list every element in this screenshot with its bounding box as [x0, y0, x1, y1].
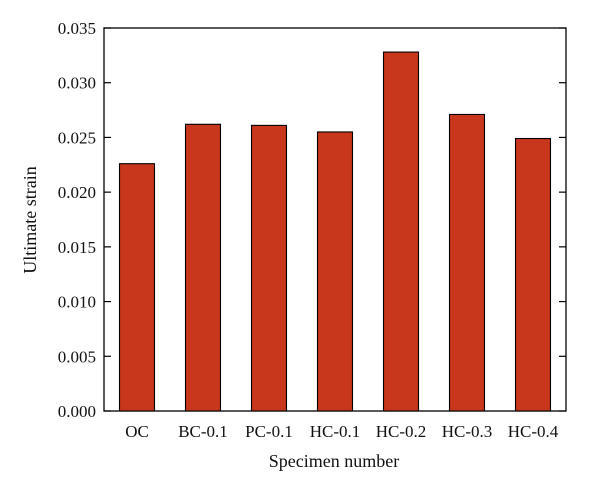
y-tick-label: 0.035	[58, 19, 96, 38]
bar-oc	[118, 163, 156, 412]
x-axis-title: Specimen number	[269, 451, 399, 471]
y-tick-label: 0.015	[58, 238, 96, 257]
y-axis-title: Ultimate strain	[20, 166, 40, 273]
y-axis: 0.000 0.005 0.010 0.015 0.020 0.025 0.030 0.035	[58, 19, 566, 421]
y-tick-label: 0.000	[58, 402, 96, 421]
bar-series	[118, 51, 552, 412]
y-tick-label: 0.005	[58, 347, 96, 366]
bar-hc-0-2	[382, 51, 420, 412]
x-tick-label: OC	[125, 422, 149, 441]
bar-hc-0-1	[316, 131, 354, 412]
x-tick-label: HC-0.2	[376, 422, 427, 441]
x-tick-label: PC-0.1	[245, 422, 293, 441]
y-tick-label: 0.010	[58, 293, 96, 312]
x-tick-label: BC-0.1	[178, 422, 228, 441]
bar-hc-0-4	[514, 137, 552, 412]
x-tick-label: HC-0.4	[508, 422, 559, 441]
y-tick-label: 0.025	[58, 128, 96, 147]
bar-hc-0-3	[448, 113, 486, 412]
x-axis: OC BC-0.1 PC-0.1 HC-0.1 HC-0.2 HC-0.3 HC-0.4	[125, 405, 559, 441]
bar-bc-0-1	[184, 123, 222, 412]
bar-pc-0-1	[250, 124, 288, 412]
x-tick-label: HC-0.3	[442, 422, 493, 441]
y-tick-label: 0.020	[58, 183, 96, 202]
x-tick-label: HC-0.1	[310, 422, 361, 441]
y-tick-label: 0.030	[58, 74, 96, 93]
